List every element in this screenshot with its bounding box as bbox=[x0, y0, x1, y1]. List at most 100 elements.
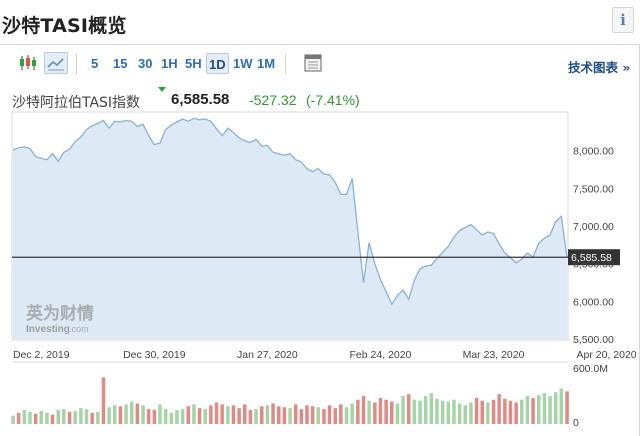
volume-bar bbox=[16, 412, 21, 424]
volume-bar bbox=[327, 405, 332, 424]
volume-bar bbox=[531, 397, 535, 424]
x-tick-label: Jan 27, 2020 bbox=[237, 349, 298, 361]
volume-bar bbox=[107, 407, 111, 424]
instrument-name: 沙特阿拉伯TASI指数 bbox=[12, 95, 141, 111]
volume-bar bbox=[101, 377, 106, 424]
volume-bar bbox=[316, 407, 320, 424]
volume-bar bbox=[367, 400, 371, 424]
volume-bar bbox=[435, 398, 439, 424]
volume-bar bbox=[67, 411, 72, 424]
info-button[interactable]: i bbox=[612, 7, 634, 33]
price-change-percent: (-7.41%) bbox=[306, 92, 360, 108]
volume-bar bbox=[339, 404, 343, 424]
volume-bar bbox=[254, 409, 258, 424]
volume-bar bbox=[45, 412, 49, 424]
volume-bar bbox=[418, 400, 422, 424]
volume-bar bbox=[214, 402, 219, 424]
volume-bar bbox=[457, 403, 462, 424]
volume-bar bbox=[350, 403, 354, 424]
volume-bar bbox=[220, 404, 224, 424]
last-price: 6,585.58 bbox=[171, 91, 230, 108]
volume-bar bbox=[305, 405, 309, 424]
volume-bar bbox=[503, 398, 507, 424]
volume-bar bbox=[548, 396, 552, 424]
volume-bar bbox=[146, 409, 151, 424]
volume-bar bbox=[412, 399, 417, 424]
volume-bar bbox=[11, 415, 15, 424]
volume-bar bbox=[203, 409, 207, 424]
volume-bar bbox=[28, 411, 32, 424]
toolbar-divider bbox=[76, 54, 77, 74]
watermark-en: Investing bbox=[26, 324, 70, 335]
volume-bar bbox=[118, 406, 123, 424]
volume-bar bbox=[463, 405, 467, 424]
x-tick-label: Dec 30, 2019 bbox=[123, 349, 186, 361]
volume-bar bbox=[486, 402, 490, 424]
volume-bar bbox=[322, 409, 326, 424]
candlestick-chart-button[interactable] bbox=[16, 52, 40, 74]
area-chart-button[interactable] bbox=[44, 52, 68, 74]
calendar-icon bbox=[304, 54, 322, 72]
page-header: 沙特TASI概览 i bbox=[0, 0, 640, 44]
volume-bar bbox=[260, 406, 264, 424]
volume-bar bbox=[525, 396, 530, 424]
volume-bar bbox=[271, 403, 275, 424]
timeframe-30[interactable]: 30 bbox=[138, 56, 153, 71]
volume-bar bbox=[474, 397, 479, 424]
volume-bar bbox=[537, 395, 541, 424]
volume-bar bbox=[384, 399, 388, 424]
y-tick-label: 7,000.00 bbox=[573, 221, 614, 233]
timeframe-1w[interactable]: 1W bbox=[233, 56, 253, 71]
volume-bar bbox=[169, 412, 174, 424]
volume-bar bbox=[265, 405, 270, 424]
candlestick-icon bbox=[20, 55, 36, 70]
volume-bar bbox=[282, 407, 287, 424]
timeframe-1h[interactable]: 1H bbox=[161, 56, 178, 71]
timeframe-15[interactable]: 15 bbox=[113, 56, 128, 71]
watermark-cn: 英为财情 bbox=[26, 303, 94, 324]
volume-bar bbox=[96, 411, 100, 424]
volume-bar bbox=[277, 406, 281, 424]
volume-bar bbox=[440, 400, 445, 424]
technical-chart-link[interactable]: 技术图表 » bbox=[568, 60, 631, 75]
investing-watermark: 英为财情 Investing .com bbox=[26, 303, 94, 335]
volume-bar bbox=[452, 399, 456, 424]
price-series-line bbox=[12, 117, 568, 306]
volume-bar bbox=[141, 405, 145, 424]
timeframe-5h[interactable]: 5H bbox=[185, 56, 202, 71]
volume-bar bbox=[163, 409, 168, 424]
x-tick-label: Feb 24, 2020 bbox=[350, 349, 412, 361]
timeframe-1d[interactable]: 1D bbox=[206, 53, 229, 74]
y-tick-label: 5,500.00 bbox=[573, 334, 614, 346]
volume-bar bbox=[130, 401, 134, 424]
volume-bar bbox=[56, 410, 60, 424]
volume-bar bbox=[22, 410, 27, 424]
volume-bar bbox=[243, 404, 247, 424]
timeframe-1m[interactable]: 1M bbox=[257, 56, 276, 71]
volume-bar bbox=[429, 393, 434, 424]
volume-bar bbox=[361, 396, 366, 424]
current-price-tag bbox=[568, 249, 620, 266]
volume-bar bbox=[407, 394, 411, 424]
area-chart-icon bbox=[47, 58, 64, 71]
volume-bar bbox=[390, 401, 394, 424]
volume-bar bbox=[186, 406, 190, 424]
volume-bar bbox=[237, 408, 241, 424]
down-arrow-icon bbox=[158, 87, 166, 92]
volume-bar bbox=[135, 403, 140, 424]
watermark-suffix: .com bbox=[69, 324, 89, 334]
page-title: 沙特TASI概览 bbox=[2, 15, 127, 37]
toolbar-divider bbox=[285, 54, 286, 74]
volume-bar bbox=[226, 406, 230, 424]
x-tick-label: Mar 23, 2020 bbox=[463, 349, 525, 361]
volume-bar bbox=[197, 408, 202, 424]
calendar-button[interactable] bbox=[302, 52, 326, 74]
volume-bar bbox=[293, 404, 298, 424]
volume-bar bbox=[310, 406, 315, 424]
volume-bar bbox=[113, 405, 117, 424]
volume-bar bbox=[469, 402, 473, 424]
volume-bar bbox=[90, 412, 94, 424]
timeframe-5[interactable]: 5 bbox=[91, 56, 99, 71]
volume-bar bbox=[395, 403, 400, 424]
